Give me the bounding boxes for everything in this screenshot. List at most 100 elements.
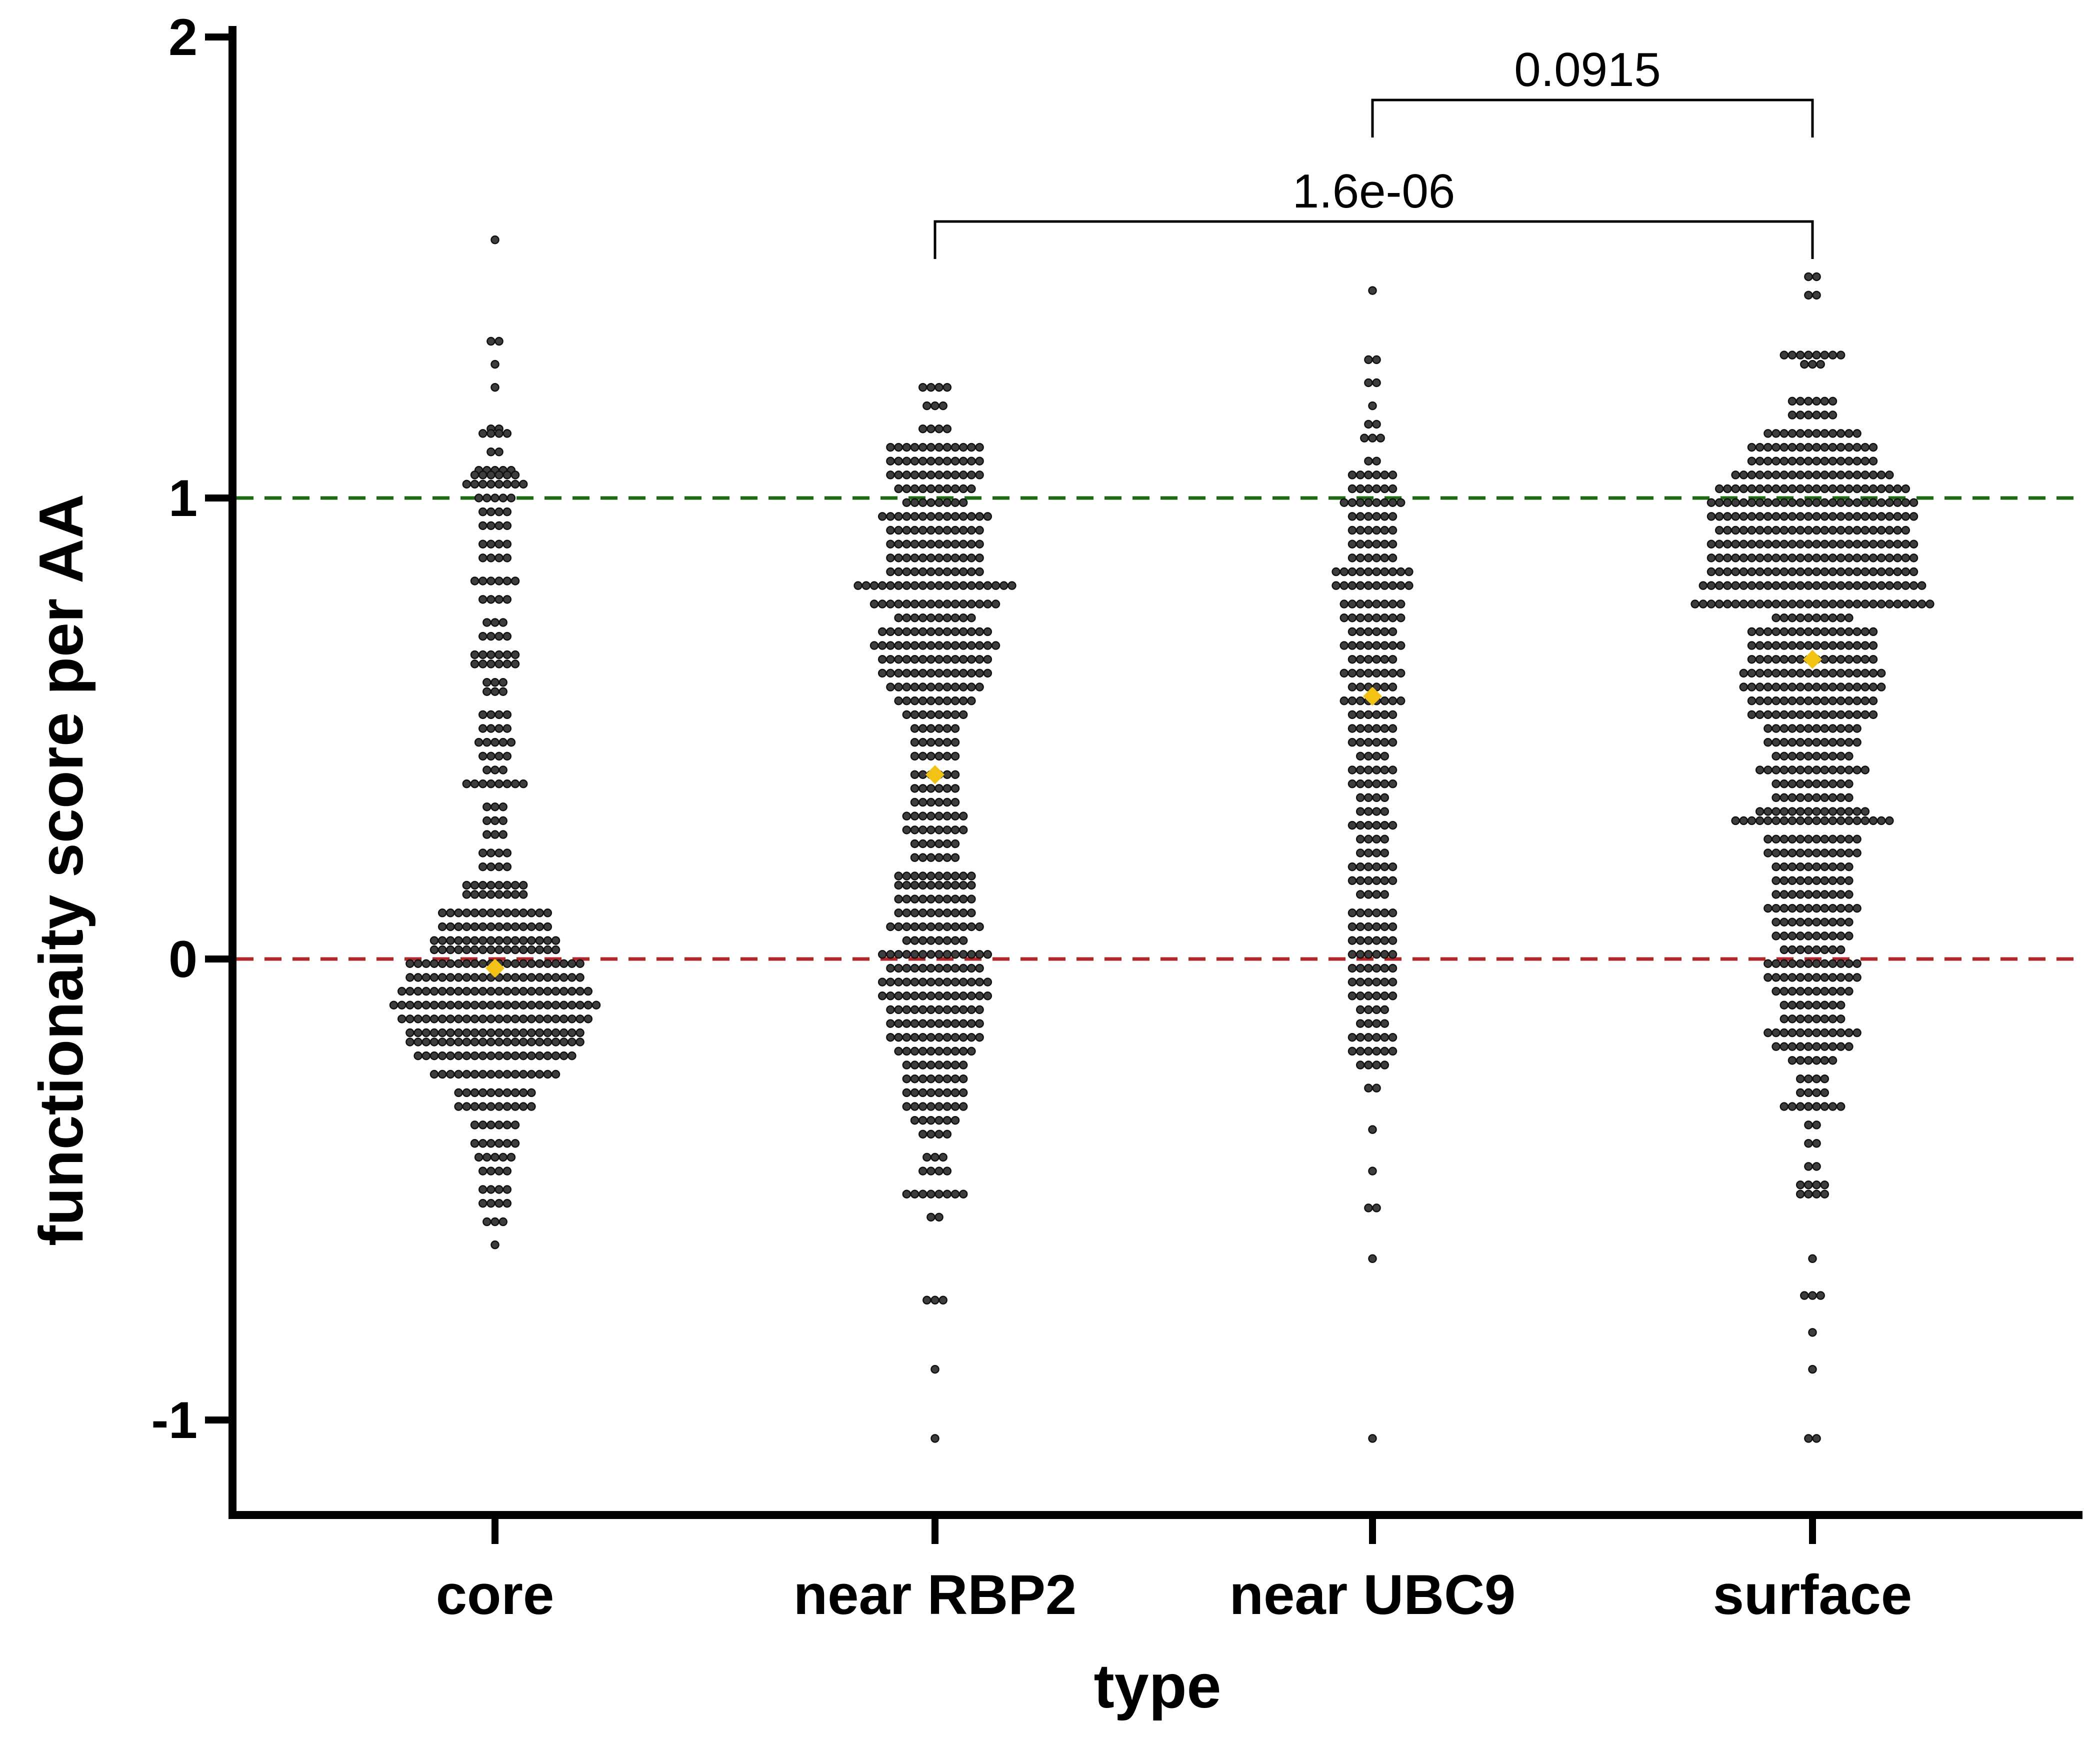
data-point — [502, 507, 512, 516]
data-point — [1844, 668, 1854, 678]
data-point — [975, 654, 984, 664]
data-point — [1828, 945, 1838, 954]
data-point — [1836, 945, 1846, 954]
data-point — [1356, 724, 1365, 733]
data-point — [494, 1014, 504, 1024]
data-point — [958, 936, 968, 945]
data-point — [1812, 567, 1821, 576]
data-point — [502, 632, 512, 641]
data-point — [1788, 1056, 1797, 1065]
data-point — [1804, 834, 1813, 844]
data-point — [950, 710, 960, 720]
data-point — [902, 484, 912, 494]
data-point — [958, 470, 968, 480]
data-point — [1380, 876, 1390, 886]
data-point — [1772, 890, 1780, 899]
data-point — [502, 554, 512, 562]
data-point — [950, 964, 960, 973]
data-point — [1356, 1019, 1365, 1028]
data-point — [551, 945, 560, 954]
data-point — [1860, 470, 1870, 480]
data-point — [1820, 396, 1830, 406]
data-point — [910, 710, 920, 720]
data-point — [1739, 554, 1748, 562]
data-point — [942, 908, 952, 918]
data-point — [1368, 1434, 1377, 1443]
data-point — [494, 986, 504, 996]
data-point — [1764, 600, 1772, 608]
data-point — [878, 641, 887, 650]
data-point — [1812, 668, 1821, 678]
data-point — [894, 654, 903, 664]
data-point — [886, 512, 895, 521]
data-point — [1788, 710, 1797, 720]
data-point — [942, 1060, 952, 1070]
data-point — [942, 1019, 952, 1028]
data-point — [1348, 724, 1357, 733]
data-point — [527, 1038, 536, 1046]
data-point — [1796, 904, 1805, 913]
data-point — [478, 1038, 488, 1046]
data-point — [950, 1116, 960, 1125]
data-point — [1836, 456, 1846, 466]
data-point — [1836, 526, 1846, 535]
data-point — [1796, 470, 1805, 480]
data-point — [1804, 1162, 1813, 1171]
data-point — [918, 554, 928, 562]
data-point — [1380, 1046, 1390, 1056]
data-point — [967, 668, 976, 678]
data-point — [1868, 710, 1878, 720]
data-point — [967, 1005, 976, 1014]
data-point — [1876, 512, 1886, 521]
data-point — [430, 1028, 439, 1038]
data-point — [1808, 1254, 1817, 1264]
data-point — [926, 710, 936, 720]
data-point — [502, 660, 512, 668]
data-point — [462, 1070, 472, 1079]
data-point — [1800, 1291, 1809, 1300]
data-point — [1780, 540, 1789, 548]
data-point — [958, 1102, 968, 1111]
data-point — [910, 1060, 920, 1070]
data-point — [568, 1051, 576, 1060]
data-point — [1788, 848, 1797, 858]
data-point — [934, 1130, 944, 1139]
data-point — [1356, 470, 1365, 480]
data-point — [975, 1019, 984, 1028]
data-point — [1800, 360, 1809, 369]
data-point — [1356, 807, 1365, 816]
data-point — [1396, 581, 1406, 590]
data-point — [1808, 360, 1817, 369]
data-point — [446, 908, 455, 918]
data-point — [1820, 1190, 1830, 1198]
data-point — [886, 456, 895, 466]
data-point — [494, 922, 504, 932]
data-point — [1860, 581, 1870, 590]
data-point — [1812, 752, 1821, 761]
data-point — [1812, 848, 1821, 858]
data-point — [1828, 654, 1838, 664]
data-point — [551, 959, 560, 968]
data-point — [543, 1051, 552, 1060]
data-point — [510, 650, 520, 660]
data-point — [1772, 682, 1780, 692]
data-point — [1844, 918, 1854, 926]
data-point — [1820, 807, 1830, 816]
data-point — [910, 1088, 920, 1098]
data-point — [498, 1217, 508, 1226]
data-point — [1747, 484, 1756, 494]
data-point — [942, 1046, 952, 1056]
data-point — [918, 484, 928, 494]
data-point — [1780, 724, 1789, 733]
data-point — [886, 641, 895, 650]
data-point — [918, 668, 928, 678]
data-point — [1755, 470, 1764, 480]
data-point — [967, 880, 976, 890]
data-point — [918, 696, 928, 706]
data-point — [1796, 613, 1805, 622]
data-point — [1388, 526, 1398, 535]
data-point — [902, 1088, 912, 1098]
data-point — [934, 922, 944, 932]
data-point — [1909, 498, 1918, 507]
data-point — [1844, 710, 1854, 720]
